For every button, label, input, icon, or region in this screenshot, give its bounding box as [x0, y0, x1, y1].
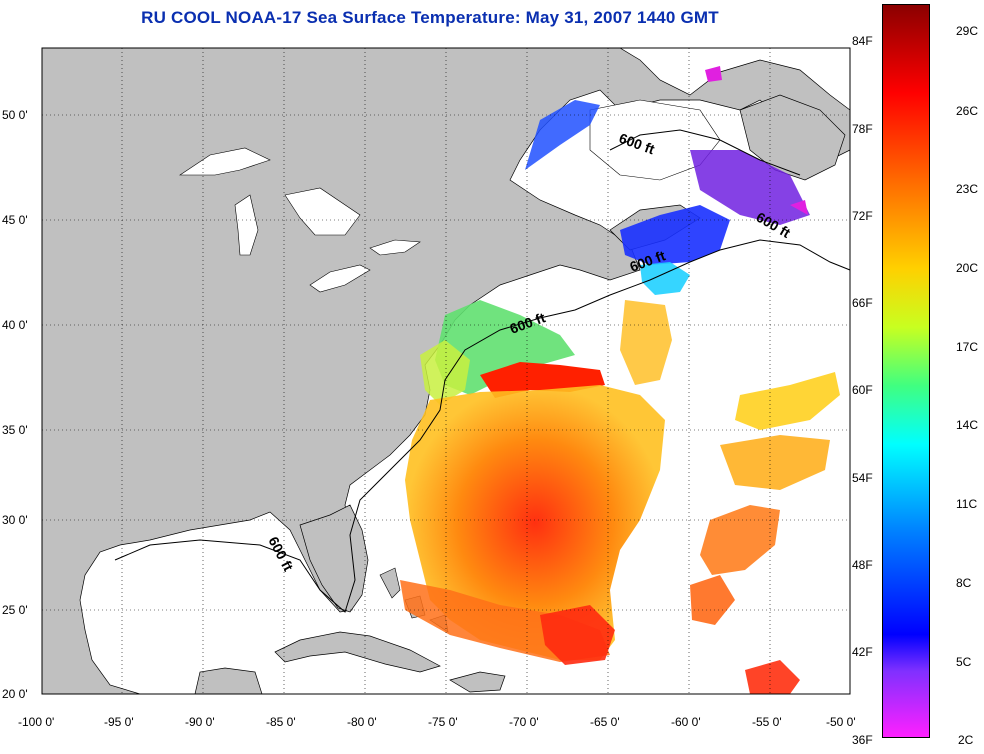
cb-c-11: 11C — [956, 497, 978, 511]
lake-huron — [284, 187, 361, 236]
lon-tick-55: -55 0' — [752, 715, 782, 729]
sst-cold-st-lawrence — [525, 100, 600, 170]
sst-shelf-green — [435, 300, 575, 395]
lat-tick-30: 30 0' — [2, 513, 28, 527]
lon-tick-80: -80 0' — [347, 715, 377, 729]
cb-c-29: 29C — [956, 24, 979, 38]
contour-600ft-north — [609, 129, 801, 176]
cb-c-2: 2C — [958, 733, 974, 747]
lon-tick-50: -50 0' — [826, 715, 856, 729]
lon-tick-85: -85 0' — [266, 715, 296, 729]
lat-tick-25: 25 0' — [2, 603, 28, 617]
lake-ontario — [369, 239, 421, 256]
cb-c-8: 8C — [956, 576, 972, 590]
lon-axis: -100 0' -95 0' -90 0' -85 0' -80 0' -75 … — [18, 715, 856, 729]
cb-f-60: 60F — [852, 383, 873, 397]
map-title: RU COOL NOAA-17 Sea Surface Temperature:… — [141, 8, 719, 27]
lon-tick-65: -65 0' — [590, 715, 620, 729]
lat-tick-40: 40 0' — [2, 318, 28, 332]
cb-c-26: 26C — [956, 104, 979, 118]
sst-east-orange-2 — [690, 575, 735, 625]
grid-lines — [42, 48, 850, 694]
temperature-colorbar — [882, 4, 930, 738]
sst-red-caribbean — [540, 605, 615, 665]
lon-tick-95: -95 0' — [104, 715, 134, 729]
contour-600ft — [114, 239, 851, 613]
sst-shelf-yellowgreen — [420, 340, 470, 405]
cb-f-72: 72F — [852, 209, 873, 223]
land-cuba — [274, 631, 441, 673]
sst-east-red — [745, 660, 800, 694]
sst-magenta-patch — [705, 66, 808, 215]
cb-c-17: 17C — [956, 340, 979, 354]
sst-east-yellow-1 — [735, 372, 840, 430]
sst-east-yellow-2 — [720, 435, 830, 490]
lat-axis: 50 0' 45 0' 40 0' 35 0' 30 0' 25 0' 20 0… — [2, 108, 28, 701]
lake-michigan — [234, 194, 259, 256]
land-yucatan — [194, 667, 263, 695]
sst-cold-labrador — [690, 150, 810, 225]
lat-tick-45: 45 0' — [2, 213, 28, 227]
cb-f-48: 48F — [852, 558, 873, 572]
cb-f-42: 42F — [852, 645, 873, 659]
lon-tick-75: -75 0' — [428, 715, 458, 729]
lake-superior — [179, 147, 271, 176]
lon-tick-90: -90 0' — [185, 715, 215, 729]
sst-east-orange-1 — [700, 505, 780, 575]
cb-c-23: 23C — [956, 182, 979, 196]
lat-tick-35: 35 0' — [2, 423, 28, 437]
sst-warm-sargasso — [405, 385, 665, 660]
cb-c-5: 5C — [956, 655, 972, 669]
cb-f-66: 66F — [852, 296, 873, 310]
lake-erie — [309, 264, 371, 293]
sst-cyan-gom — [640, 262, 690, 295]
lon-tick-100: -100 0' — [18, 715, 54, 729]
cb-f-36: 36F — [852, 733, 873, 747]
lon-tick-70: -70 0' — [509, 715, 539, 729]
map-frame — [41, 47, 851, 695]
cb-f-78: 78F — [852, 122, 873, 136]
lon-tick-60: -60 0' — [671, 715, 701, 729]
land-hispaniola — [449, 671, 506, 693]
lat-tick-50: 50 0' — [2, 108, 28, 122]
land-newfoundland — [739, 94, 846, 181]
cb-c-20: 20C — [956, 261, 979, 275]
cb-c-14: 14C — [956, 418, 979, 432]
sst-mid-yellow — [620, 300, 672, 385]
cb-f-54: 54F — [852, 471, 873, 485]
lat-tick-20: 20 0' — [2, 687, 28, 701]
cb-f-84: 84F — [852, 34, 873, 48]
